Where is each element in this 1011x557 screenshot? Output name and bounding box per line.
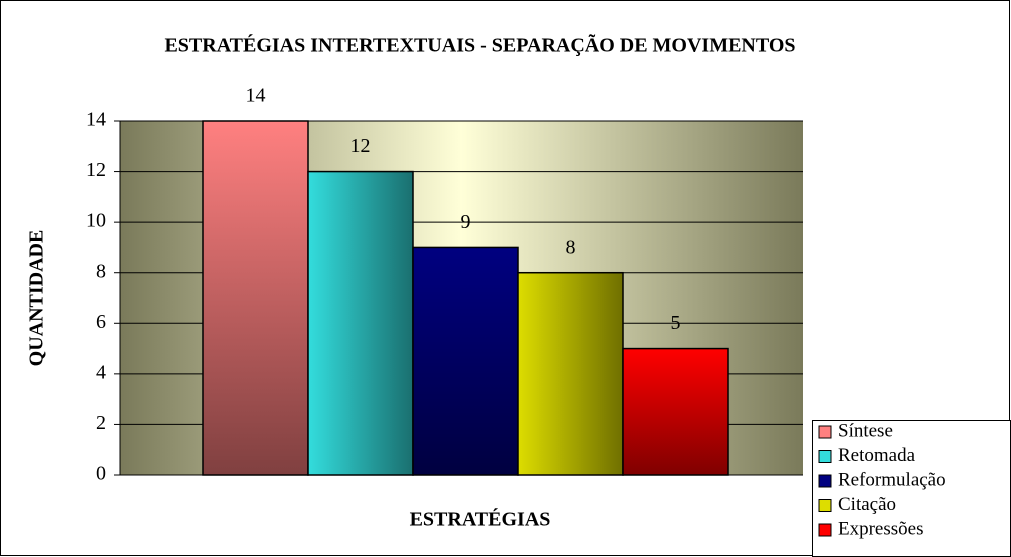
legend-swatch (818, 523, 832, 537)
bar (202, 120, 309, 476)
y-tick-label: 8 (96, 260, 106, 282)
legend-label: Síntese (838, 420, 893, 441)
data-label: 9 (461, 211, 471, 233)
legend-label: Expressões (838, 518, 923, 539)
y-tick-label: 14 (86, 109, 106, 131)
data-label: 12 (351, 135, 371, 157)
legend-label: Reformulação (838, 469, 946, 490)
legend-label: Retomada (838, 445, 916, 466)
legend-swatch (818, 474, 832, 488)
bar (622, 347, 729, 476)
legend-label: Citação (838, 494, 896, 515)
y-tick-label: 6 (96, 311, 106, 333)
bar (412, 246, 519, 476)
y-tick-label: 12 (86, 159, 106, 181)
legend-swatch (818, 499, 832, 512)
y-axis-title: QUANTIDADE (26, 230, 48, 367)
legend-swatch (818, 450, 832, 463)
data-label: 8 (566, 236, 576, 258)
data-label: 14 (246, 85, 266, 107)
data-label: 5 (671, 312, 681, 334)
y-tick-label: 10 (86, 210, 106, 232)
bar (307, 170, 414, 476)
y-tick-label: 0 (96, 463, 106, 485)
y-tick-label: 4 (96, 361, 106, 383)
bar (517, 271, 624, 476)
legend-swatch (818, 425, 832, 439)
chart-title: ESTRATÉGIAS INTERTEXTUAIS - SEPARAÇÃO DE… (164, 34, 795, 57)
x-axis-title: ESTRATÉGIAS (410, 508, 551, 531)
y-tick-label: 2 (96, 412, 106, 434)
